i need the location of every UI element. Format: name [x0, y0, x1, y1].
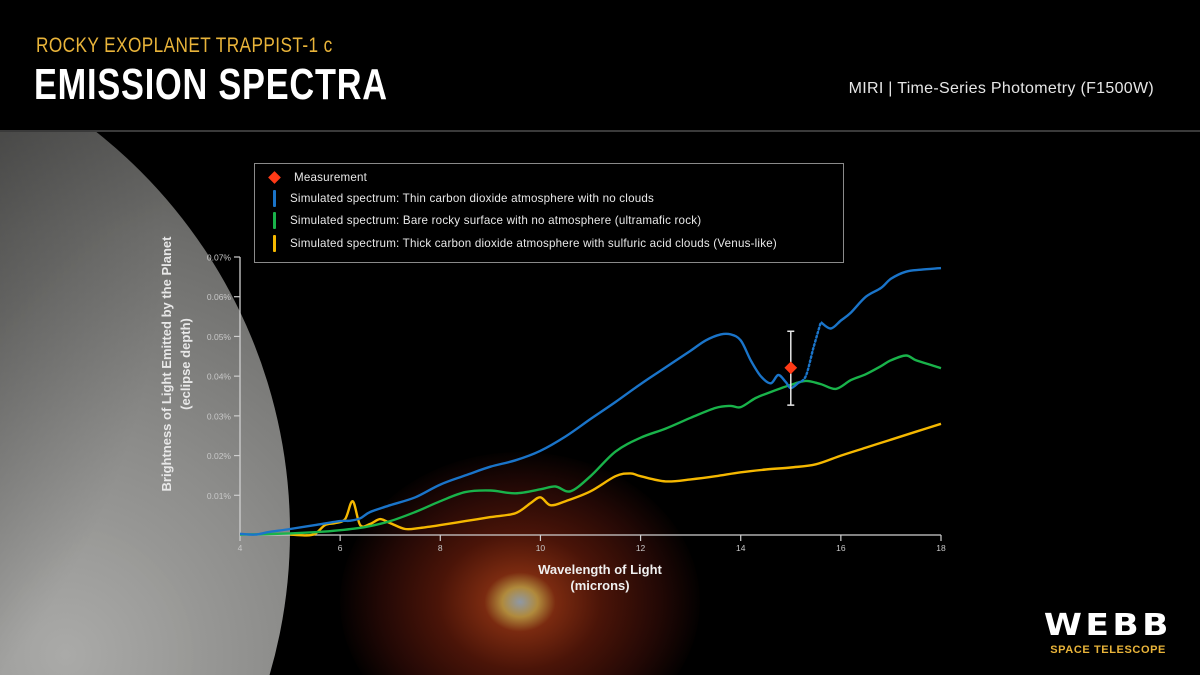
y-tick-label: 0.04%	[207, 372, 232, 382]
logo-sub: SPACE TELESCOPE	[1050, 644, 1166, 656]
chart-series	[239, 266, 942, 537]
header: ROCKY EXOPLANET TRAPPIST-1 c EMISSION SP…	[0, 0, 1200, 132]
page-title: EMISSION SPECTRA	[34, 60, 388, 109]
y-axis-label-line2: (eclipse depth)	[178, 318, 193, 410]
x-tick-label: 8	[438, 543, 443, 553]
x-tick-label: 16	[836, 543, 846, 553]
y-tick-label: 0.03%	[207, 411, 232, 421]
x-tick-label: 12	[636, 543, 646, 553]
y-tick-label: 0.02%	[207, 451, 232, 461]
chart-legend: Measurement Simulated spectrum: Thin car…	[254, 163, 844, 263]
series-thin-co2-line	[820, 266, 942, 330]
legend-item-bare-rock: Simulated spectrum: Bare rocky surface w…	[269, 210, 701, 230]
x-tick-label: 18	[936, 543, 946, 553]
series-thin-co2-line	[239, 332, 800, 536]
x-axis-label: Wavelength of Light (microns)	[470, 562, 730, 594]
logo-main: WEBB	[1044, 608, 1173, 643]
webb-logo: WEBB SPACE TELESCOPE	[1044, 611, 1169, 657]
x-axis-label-line2: (microns)	[570, 578, 630, 593]
legend-label: Simulated spectrum: Thin carbon dioxide …	[290, 191, 655, 205]
y-tick-label: 0.07%	[207, 253, 232, 263]
legend-item-thin-co2: Simulated spectrum: Thin carbon dioxide …	[269, 188, 654, 208]
y-axis-label-line1: Brightness of Light Emitted by the Plane…	[159, 236, 174, 492]
series-bare-rock-line	[239, 354, 942, 536]
x-tick-label: 10	[536, 543, 546, 553]
y-tick-label: 0.01%	[207, 491, 232, 501]
x-tick-label: 6	[338, 543, 343, 553]
background-scene	[0, 132, 1200, 675]
legend-label: Simulated spectrum: Thick carbon dioxide…	[290, 236, 777, 250]
x-tick-label: 4	[238, 543, 243, 553]
diamond-marker-icon	[268, 170, 281, 184]
legend-label: Measurement	[294, 170, 368, 184]
y-axis-label: Brightness of Light Emitted by the Plane…	[157, 214, 195, 514]
chart-axes: 0.01% 0.02% 0.03% 0.04% 0.05% 0.06% 0.07% 4 6 8 10…	[207, 253, 946, 554]
series-thin-co2-dotted-segment	[797, 320, 822, 385]
y-tick-label: 0.06%	[207, 292, 232, 302]
x-axis-label-line1: Wavelength of Light	[538, 562, 662, 577]
blue-line-swatch-icon	[273, 189, 276, 207]
measurement-diamond-icon	[784, 361, 798, 375]
legend-label: Simulated spectrum: Bare rocky surface w…	[290, 213, 702, 227]
yellow-line-swatch-icon	[273, 234, 276, 252]
instrument-label: MIRI | Time-Series Photometry (F1500W)	[848, 80, 1154, 97]
measurement-point	[784, 330, 798, 406]
y-tick-label: 0.05%	[207, 332, 232, 342]
legend-item-venus-like: Simulated spectrum: Thick carbon dioxide…	[269, 233, 777, 253]
page-kicker: ROCKY EXOPLANET TRAPPIST-1 c	[36, 34, 333, 57]
green-line-swatch-icon	[273, 211, 276, 229]
legend-item-measurement: Measurement	[268, 167, 368, 187]
x-tick-label: 14	[736, 543, 746, 553]
series-venus-like-line	[290, 422, 942, 537]
